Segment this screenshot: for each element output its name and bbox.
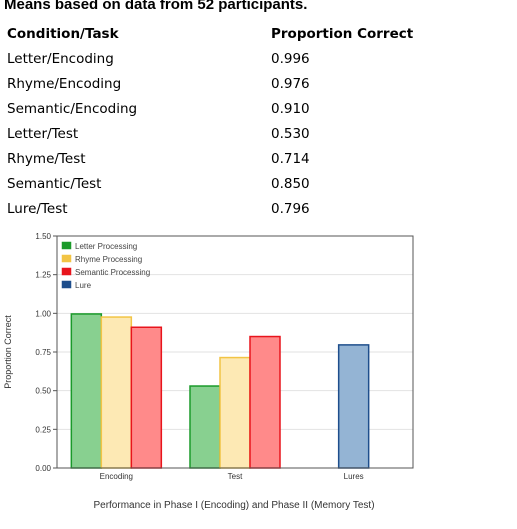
bar-letter-processing-test bbox=[189, 385, 221, 469]
y-axis-label: Proportion Correct bbox=[3, 315, 13, 389]
table-row: Letter/Test 0.530 bbox=[0, 121, 413, 146]
condition-cell: Rhyme/Encoding bbox=[7, 75, 122, 92]
bar-rhyme-processing-test bbox=[219, 356, 251, 469]
y-tick-label: 1.00 bbox=[35, 309, 51, 318]
legend: Letter Processing Rhyme Processing Semanti… bbox=[61, 241, 150, 290]
proportion-cell: 0.796 bbox=[271, 200, 310, 217]
table-row: Semantic/Encoding 0.910 bbox=[0, 96, 413, 121]
x-axis-ticks: Encoding Test Lures bbox=[100, 472, 364, 481]
bar-semantic-processing-encoding bbox=[130, 326, 163, 469]
x-tick-label: Test bbox=[228, 472, 243, 481]
legend-swatch bbox=[61, 267, 72, 276]
table-row: Letter/Encoding 0.996 bbox=[0, 46, 413, 71]
legend-swatch bbox=[61, 280, 72, 289]
bar-rhyme-processing-encoding bbox=[100, 316, 133, 469]
y-tick-label: 1.25 bbox=[35, 271, 51, 280]
proportion-cell: 0.976 bbox=[271, 75, 310, 92]
y-tick-label: 0.75 bbox=[35, 348, 51, 357]
condition-cell: Letter/Test bbox=[7, 125, 79, 142]
header-proportion: Proportion Correct bbox=[271, 25, 414, 42]
table-row: Rhyme/Test 0.714 bbox=[0, 146, 413, 171]
bar-letter-processing-encoding bbox=[70, 313, 103, 469]
bar-semantic-processing-test bbox=[249, 335, 281, 469]
means-table: Condition/Task Proportion Correct Letter… bbox=[0, 21, 413, 221]
y-axis-ticks: 0.00 0.25 0.50 0.75 1.00 1.25 1.50 bbox=[35, 232, 57, 473]
plot-frame bbox=[56, 235, 414, 469]
legend-label: Lure bbox=[75, 281, 92, 290]
condition-cell: Semantic/Test bbox=[7, 175, 102, 192]
proportion-cell: 0.996 bbox=[271, 50, 310, 67]
page-heading: Means based on data from 52 participants… bbox=[4, 0, 308, 13]
proportion-cell: 0.530 bbox=[271, 125, 310, 142]
proportion-cell: 0.714 bbox=[271, 150, 310, 167]
table-row: Semantic/Test 0.850 bbox=[0, 171, 413, 196]
legend-swatch bbox=[61, 254, 72, 263]
x-axis-label: Performance in Phase I (Encoding) and Ph… bbox=[93, 500, 374, 511]
condition-cell: Letter/Encoding bbox=[7, 50, 114, 67]
legend-label: Letter Processing bbox=[75, 242, 137, 251]
legend-label: Semantic Processing bbox=[75, 268, 150, 277]
bar-series bbox=[70, 313, 370, 469]
y-tick-label: 0.00 bbox=[35, 464, 51, 473]
proportion-cell: 0.850 bbox=[271, 175, 310, 192]
table-row: Lure/Test 0.796 bbox=[0, 196, 413, 221]
condition-cell: Rhyme/Test bbox=[7, 150, 86, 167]
y-tick-label: 0.25 bbox=[35, 425, 51, 434]
x-tick-label: Encoding bbox=[100, 472, 133, 481]
proportion-cell: 0.910 bbox=[271, 100, 310, 117]
legend-swatch bbox=[61, 241, 72, 250]
y-tick-label: 0.50 bbox=[35, 387, 51, 396]
condition-cell: Semantic/Encoding bbox=[7, 100, 138, 117]
condition-cell: Lure/Test bbox=[7, 200, 68, 217]
header-condition: Condition/Task bbox=[7, 25, 119, 42]
y-tick-label: 1.50 bbox=[35, 232, 51, 241]
bar-lure-lures bbox=[337, 344, 370, 469]
table-header-row: Condition/Task Proportion Correct bbox=[0, 21, 413, 46]
legend-label: Rhyme Processing bbox=[75, 255, 142, 264]
x-tick-label: Lures bbox=[344, 472, 364, 481]
table-row: Rhyme/Encoding 0.976 bbox=[0, 71, 413, 96]
bar-chart: 0.00 0.25 0.50 0.75 1.00 1.25 1.50 Encoding Tes… bbox=[3, 232, 414, 511]
